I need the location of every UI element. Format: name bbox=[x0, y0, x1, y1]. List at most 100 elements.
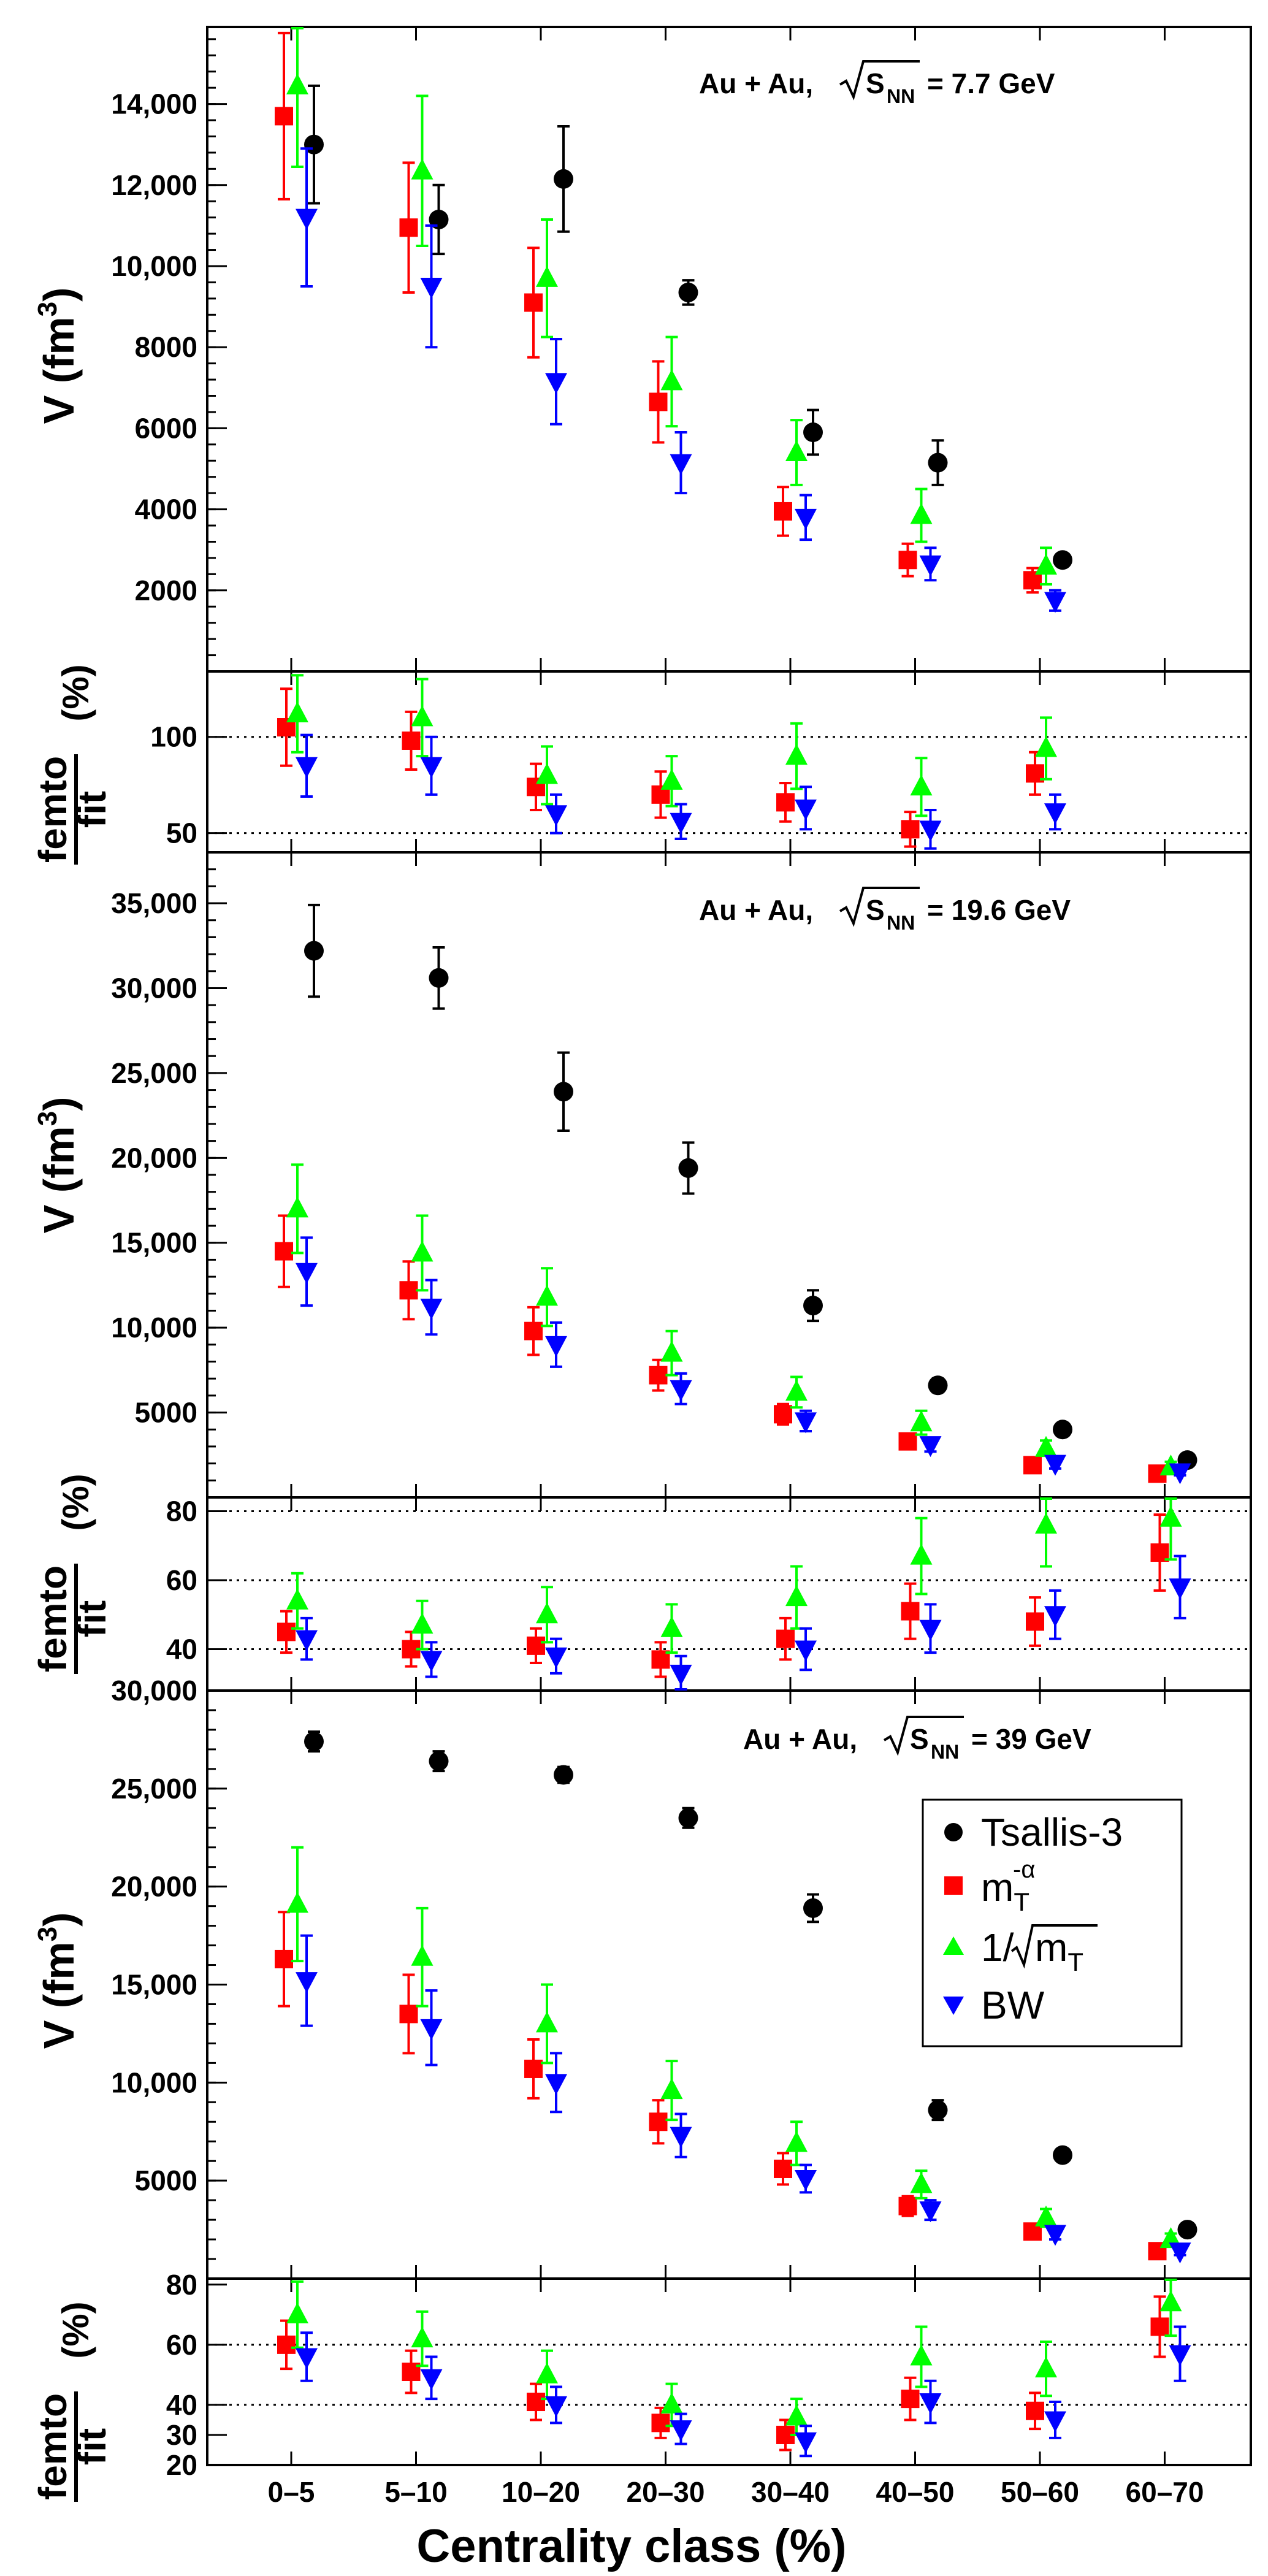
svg-text:femto: femto bbox=[31, 2393, 75, 2500]
x-tick-label: 5–10 bbox=[384, 2476, 447, 2508]
point-bw-40–50 bbox=[919, 2379, 942, 2425]
point-sqrt-0–5 bbox=[286, 1846, 308, 1963]
svg-text:fit: fit bbox=[70, 791, 114, 828]
x-axis-title: Centrality class (%) bbox=[416, 2520, 846, 2572]
x-tick-label: 10–20 bbox=[502, 2476, 580, 2508]
point-mt-0–5 bbox=[277, 2319, 296, 2371]
marker-triangle-up bbox=[411, 1944, 433, 1966]
marker-square bbox=[774, 1405, 792, 1424]
y-tick-label: 2000 bbox=[135, 575, 197, 606]
point-sqrt-10–20 bbox=[536, 1983, 558, 2065]
point-mt-50–60 bbox=[1026, 1596, 1044, 1647]
point-bw-10–20 bbox=[545, 793, 567, 835]
energy-label-system: Au + Au, bbox=[699, 67, 813, 99]
marker-triangle-up bbox=[785, 1380, 808, 1401]
point-bw-10–20 bbox=[545, 337, 567, 426]
legend-item-bw: BW bbox=[943, 1983, 1045, 2027]
y-tick-label: 12,000 bbox=[111, 169, 197, 201]
point-mt-40–50 bbox=[898, 542, 917, 578]
marker-circle bbox=[1053, 550, 1072, 570]
point-bw-10–20 bbox=[545, 2385, 567, 2425]
marker-triangle-down bbox=[545, 805, 567, 827]
marker-triangle-down bbox=[670, 812, 692, 834]
point-sqrt-5–10 bbox=[411, 1214, 433, 1292]
y-tick-label: 100 bbox=[150, 721, 197, 753]
point-tsallis-40–50 bbox=[928, 439, 948, 486]
y-tick-label: 30,000 bbox=[111, 1675, 197, 1707]
marker-triangle-up bbox=[286, 1588, 308, 1610]
point-sqrt-0–5 bbox=[286, 1163, 308, 1255]
y-tick-label: 60 bbox=[166, 1564, 197, 1596]
energy-label-nn: NN bbox=[887, 912, 915, 934]
x-ticks: 0–5 5–10 10–20 20–30 30–40 40–50 50–60 60–70 bbox=[268, 27, 1204, 2508]
marker-square bbox=[898, 2196, 917, 2215]
point-sqrt-50–60 bbox=[1035, 2340, 1057, 2398]
point-bw-5–10 bbox=[420, 1278, 443, 1336]
marker-square bbox=[1150, 2317, 1169, 2336]
marker-triangle-down bbox=[670, 2420, 692, 2442]
marker-circle bbox=[928, 2100, 948, 2120]
marker-triangle-down bbox=[420, 2019, 443, 2040]
energy-label-39: Au + Au, S NN = 39 GeV bbox=[743, 1716, 1091, 1763]
point-tsallis-50–60 bbox=[1053, 1420, 1072, 1440]
point-sqrt-30–40 bbox=[785, 722, 808, 790]
marker-circle bbox=[554, 1082, 573, 1102]
point-sqrt-30–40 bbox=[785, 1375, 808, 1409]
point-mt-0–5 bbox=[275, 31, 293, 201]
y-tick-label: 20,000 bbox=[111, 1871, 197, 1903]
marker-circle bbox=[429, 968, 449, 988]
marker-square bbox=[277, 2335, 296, 2354]
point-sqrt-0–5 bbox=[286, 27, 308, 169]
marker-circle bbox=[678, 1158, 698, 1178]
marker-circle bbox=[928, 453, 948, 473]
point-bw-0–5 bbox=[296, 147, 318, 288]
marker-triangle-up bbox=[660, 2392, 683, 2414]
marker-triangle-down bbox=[919, 2393, 942, 2415]
marker-triangle-up bbox=[1035, 736, 1057, 757]
point-bw-60–70 bbox=[1169, 2242, 1191, 2264]
point-sqrt-40–50 bbox=[910, 487, 933, 543]
marker-triangle-down bbox=[545, 2074, 567, 2095]
point-sqrt-5–10 bbox=[411, 1906, 433, 2008]
point-tsallis-5–10 bbox=[429, 946, 449, 1010]
point-sqrt-40–50 bbox=[910, 757, 933, 817]
point-mt-30–40 bbox=[774, 2152, 792, 2186]
point-sqrt-20–30 bbox=[660, 2060, 683, 2122]
point-bw-40–50 bbox=[919, 546, 942, 582]
marker-triangle-down bbox=[296, 1630, 318, 1651]
legend-item-sqrt: 1/ mT bbox=[943, 1924, 1098, 1976]
point-tsallis-10–20 bbox=[554, 1051, 573, 1133]
svg-text:(%): (%) bbox=[55, 2301, 96, 2358]
y-tick-label: 25,000 bbox=[111, 1057, 197, 1089]
point-bw-40–50 bbox=[919, 2199, 942, 2223]
marker-circle bbox=[304, 1732, 324, 1752]
point-tsallis-20–30 bbox=[678, 279, 698, 306]
marker-triangle-up bbox=[536, 763, 558, 784]
y-tick-label: 60 bbox=[166, 2329, 197, 2361]
legend-item-mt: mT -α bbox=[944, 1856, 1035, 1916]
point-mt-60–70 bbox=[1150, 2295, 1169, 2358]
point-sqrt-40–50 bbox=[910, 1409, 933, 1436]
y-tick-label: 30,000 bbox=[111, 972, 197, 1004]
point-sqrt-20–30 bbox=[660, 1329, 683, 1377]
marker-square bbox=[901, 1602, 920, 1621]
marker-triangle-down bbox=[795, 2432, 817, 2453]
point-sqrt-30–40 bbox=[785, 419, 808, 486]
marker-triangle-up bbox=[286, 73, 308, 94]
point-bw-10–20 bbox=[545, 1321, 567, 1368]
marker-triangle-up bbox=[536, 1285, 558, 1306]
point-bw-0–5 bbox=[296, 2331, 318, 2382]
svg-text:Tsallis-3: Tsallis-3 bbox=[981, 1810, 1123, 1854]
point-bw-30–40 bbox=[795, 2163, 817, 2194]
point-sqrt-10–20 bbox=[536, 1267, 558, 1328]
marker-square bbox=[275, 107, 293, 126]
point-bw-5–10 bbox=[420, 1641, 443, 1678]
y-tick-label: 40 bbox=[166, 2389, 197, 2421]
marker-triangle-up bbox=[1035, 554, 1057, 575]
marker-triangle-down bbox=[670, 1664, 692, 1686]
marker-triangle-up bbox=[785, 1585, 808, 1607]
y-tick-label: 20,000 bbox=[111, 1142, 197, 1174]
marker-triangle-down bbox=[670, 2127, 692, 2148]
point-bw-40–50 bbox=[919, 808, 942, 850]
point-sqrt-50–60 bbox=[1035, 546, 1057, 586]
